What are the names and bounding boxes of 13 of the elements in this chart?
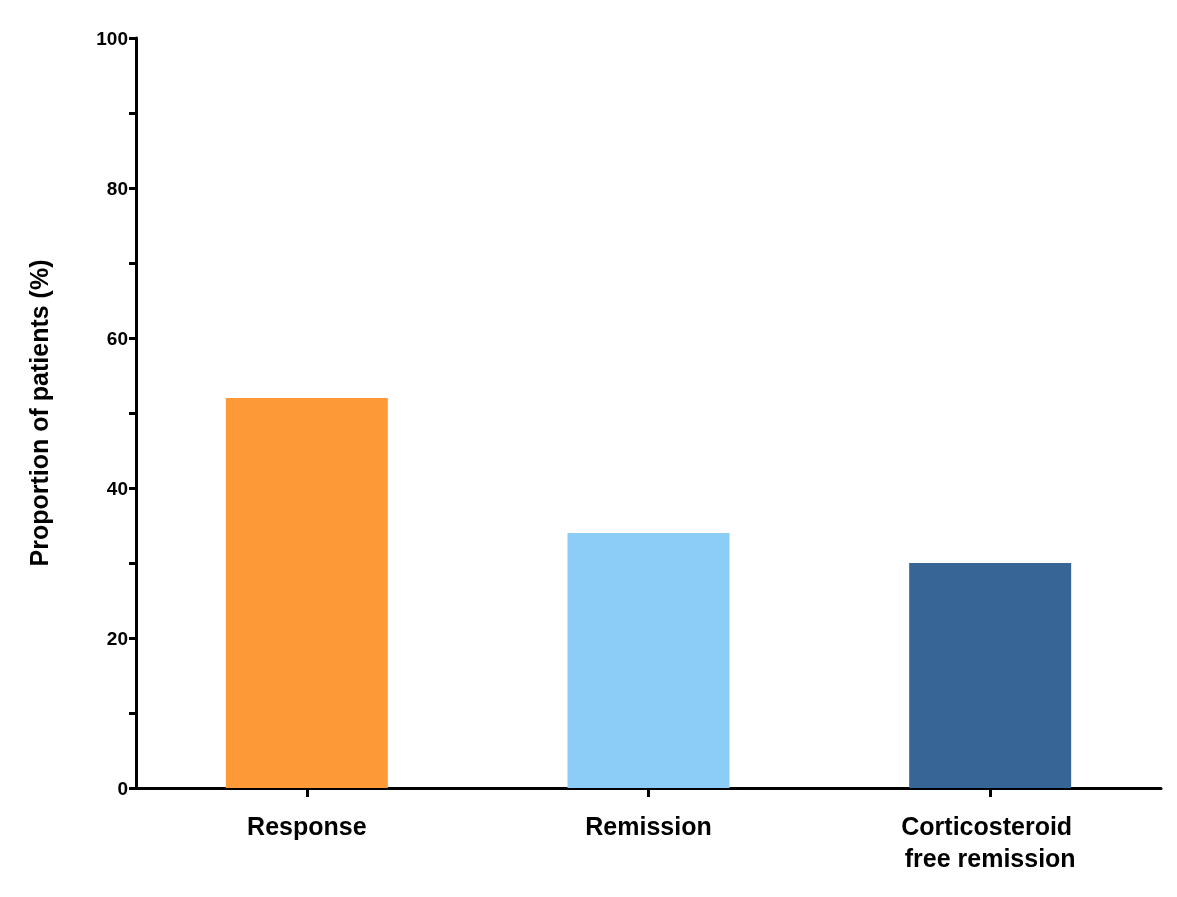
x-tick-label: Remission [585,812,712,840]
y-tick-label: 60 [106,327,128,349]
y-tick-label: 20 [106,627,128,649]
y-tick-label: 0 [117,777,128,799]
y-tick-label: 40 [106,477,128,499]
x-tick-label: Response [247,812,367,840]
bar [567,533,730,788]
bar [909,563,1072,788]
y-tick-label: 100 [96,27,128,49]
bar [225,398,388,788]
x-tick-label: Corticosteroid free remission [901,812,1080,872]
y-axis-title: Proportion of patients (%) [24,259,53,567]
y-tick-label: 80 [106,177,128,199]
